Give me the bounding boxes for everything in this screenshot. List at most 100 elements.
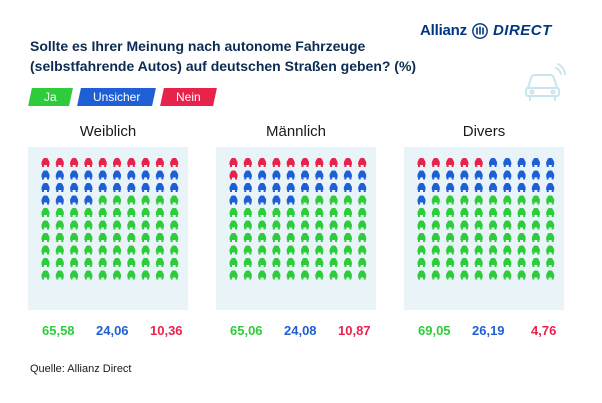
car-unsicher [503,183,512,192]
car-ja [301,245,309,255]
car-nein [474,158,483,167]
car-ja [243,258,252,267]
car-ja [98,270,107,280]
car-ja [113,195,121,205]
car-ja [489,220,497,230]
car-ja [113,258,121,267]
car-ja [417,245,426,255]
car-nein [243,158,252,167]
car-ja [41,245,50,255]
car-ja [315,258,324,267]
value-weiblich-nein: 10,36 [150,323,183,338]
car-ja [546,270,555,280]
car-ja [41,208,50,217]
car-ja [98,220,107,230]
car-unsicher [531,183,540,192]
car-ja [329,208,338,217]
car-ja [343,258,352,267]
car-ja [446,233,455,242]
waffle-männlich [229,158,367,280]
car-unsicher [546,183,555,192]
car-unsicher [358,183,367,192]
car-unsicher [170,183,179,192]
allianz-eagle-icon [472,22,488,39]
car-ja [113,270,121,280]
car-ja [272,220,281,230]
car-unsicher [546,158,555,167]
car-unsicher [258,183,267,192]
car-unsicher [431,170,440,180]
car-ja [84,245,93,255]
car-ja [286,233,295,242]
car-ja [358,245,367,255]
car-ja [431,245,440,255]
car-ja [315,195,324,205]
car-unsicher [489,183,497,192]
car-unsicher [55,195,64,205]
car-unsicher [41,170,50,180]
car-ja [460,220,469,230]
car-unsicher [70,183,79,192]
car-ja [546,195,555,205]
car-ja [517,233,526,242]
car-ja [517,258,526,267]
car-unsicher [98,183,107,192]
car-unsicher [286,195,295,205]
car-ja [517,245,526,255]
value-divers-ja: 69,05 [418,323,451,338]
car-unsicher [417,183,426,192]
car-ja [503,270,512,280]
car-ja [431,258,440,267]
car-unsicher [286,183,295,192]
value-weiblich-ja: 65,58 [42,323,75,338]
panel-label-divers: Divers [462,123,506,140]
panel-label-maennlich: Männlich [265,123,327,140]
car-unsicher [301,170,309,180]
car-unsicher [127,170,136,180]
car-ja [417,208,426,217]
car-ja [155,245,164,255]
value-maennlich-nein: 10,87 [338,323,371,338]
car-ja [474,233,483,242]
car-ja [98,195,107,205]
car-unsicher [517,170,526,180]
car-unsicher [460,183,469,192]
car-ja [517,220,526,230]
car-ja [489,233,497,242]
car-ja [155,270,164,280]
car-ja [55,233,64,242]
car-ja [503,258,512,267]
car-ja [258,258,267,267]
car-ja [489,195,497,205]
car-ja [127,245,136,255]
car-ja [41,233,50,242]
car-unsicher [84,183,93,192]
car-ja [258,208,267,217]
car-ja [243,208,252,217]
car-ja [517,195,526,205]
car-ja [243,220,252,230]
car-unsicher [431,183,440,192]
car-ja [272,233,281,242]
car-ja [358,258,367,267]
car-ja [417,258,426,267]
car-ja [417,233,426,242]
car-ja [41,270,50,280]
car-ja [243,245,252,255]
car-ja [272,270,281,280]
car-ja [474,245,483,255]
car-nein [141,158,150,167]
car-ja [503,245,512,255]
car-ja [155,258,164,267]
car-unsicher [315,183,324,192]
car-unsicher [84,170,93,180]
car-ja [272,258,281,267]
car-unsicher [531,170,540,180]
car-ja [286,220,295,230]
connected-car-icon [525,63,566,101]
car-unsicher [258,170,267,180]
car-ja [343,245,352,255]
car-ja [98,208,107,217]
car-ja [489,245,497,255]
